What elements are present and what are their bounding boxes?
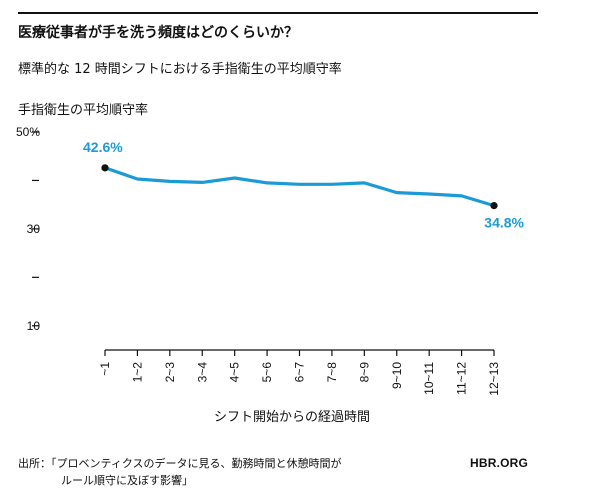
x-tick-label: 1~2 [130,362,144,383]
y-axis: 50% 30 10 [16,125,40,333]
x-tick-label: 10~11 [422,362,436,395]
x-tick-label: 7~8 [325,362,339,383]
data-point-marker [101,164,109,172]
x-tick-label: 12~13 [487,362,501,396]
y-axis-label: 手指衛生の平均順守率 [18,103,149,118]
x-tick-label: 5~6 [260,362,274,383]
x-tick-label: 9~10 [390,362,404,389]
x-tick-label: 11~12 [455,362,469,395]
x-tick-label: 3~4 [195,362,209,383]
y-tick-label: 30 [27,222,41,236]
brand-logo: HBR.ORG [470,456,529,470]
x-tick-label: 8~9 [357,362,371,383]
y-tick-label: 10 [27,319,41,333]
x-tick-label: 2~3 [163,362,177,383]
chart-title: 医療従事者が手を洗う頻度はどのくらいか？ [18,25,298,41]
data-label: 34.8% [484,215,524,231]
x-tick-label: 4~5 [228,362,242,383]
chart-subtitle: 標準的な 12 時間シフトにおける手指衛生の平均順守率 [18,62,342,77]
source-line-1: 出所：「プロベンティクスのデータに見る、勤務時間と休憩時間が [18,457,342,470]
series-line [103,166,496,208]
source-line-2: ルール順守に及ぼす影響」 [61,474,193,487]
x-axis: ~1 1~2 2~3 3~4 4~5 5~6 6~7 7~8 8~9 9~10 10~11 11~12… [98,349,501,396]
data-label: 42.6% [83,139,123,155]
top-rule [18,12,538,14]
y-tick-label: 50% [16,125,40,139]
x-tick-label: ~1 [98,362,112,376]
source-note: 出所：「プロベンティクスのデータに見る、勤務時間と休憩時間が ルール順守に及ぼす… [18,455,342,489]
data-label-group: 42.6% 34.8% [83,139,525,231]
x-tick-label: 6~7 [293,362,307,383]
x-axis-label: シフト開始からの経過時間 [214,410,371,425]
series-line-group [103,166,496,208]
data-point-marker [490,202,498,210]
